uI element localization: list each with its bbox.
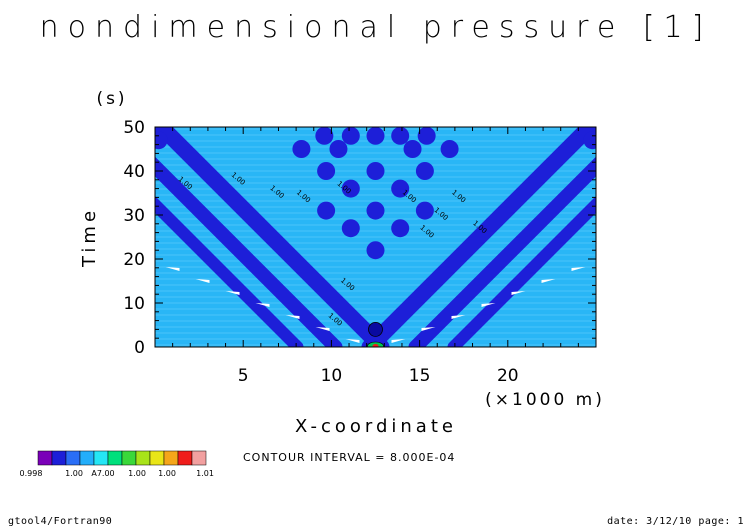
wave-blob-4 bbox=[341, 219, 360, 238]
x-axis-label: X-coordinate bbox=[295, 416, 457, 437]
footer-left: gtool4/Fortran90 bbox=[8, 516, 113, 527]
wedge-right-3 bbox=[481, 303, 496, 307]
plot-area: 1.00 1.001.00 1.001.001.001.001.001.00 1.00… bbox=[155, 127, 596, 347]
y-tick-label-1: 10 bbox=[123, 294, 145, 314]
wave-band-left-0 bbox=[155, 127, 390, 347]
wave-blob-5 bbox=[391, 219, 410, 238]
colorbar-swatch-7 bbox=[135, 450, 151, 466]
wave-blob-13 bbox=[403, 140, 422, 158]
wave-band-right-1 bbox=[408, 156, 596, 347]
y-tick-label-5: 50 bbox=[123, 118, 145, 138]
plot-frame bbox=[154, 126, 597, 348]
wedge-right-2 bbox=[451, 315, 466, 319]
wave-blob-9 bbox=[415, 201, 434, 220]
wave-blob-15 bbox=[440, 140, 459, 158]
source-marker bbox=[367, 321, 384, 347]
colorbar: 0.998 1.00 A7.00 1.00 1.00 1.01 bbox=[20, 450, 214, 478]
wave-blob-19 bbox=[417, 127, 436, 145]
wave-blobs bbox=[155, 127, 596, 260]
wave-blob-1 bbox=[366, 201, 385, 220]
lower-wedges bbox=[165, 267, 586, 343]
colorbar-swatch-0 bbox=[37, 450, 53, 466]
wedge-left-1 bbox=[315, 327, 330, 331]
colorbar-label-1: 1.00 bbox=[65, 469, 83, 478]
x-tick-label-1: 10 bbox=[321, 366, 343, 386]
colorbar-swatch-1 bbox=[51, 450, 67, 466]
colorbar-swatch-8 bbox=[149, 450, 165, 466]
wave-band-left-1 bbox=[155, 156, 343, 347]
wedge-left-3 bbox=[255, 303, 270, 307]
footer-right: date: 3/12/10 page: 1 bbox=[607, 516, 744, 527]
wedge-right-5 bbox=[541, 279, 556, 283]
colorbar-swatch-11 bbox=[191, 450, 207, 466]
y-tick-label-2: 20 bbox=[123, 250, 145, 270]
source-center bbox=[368, 321, 383, 337]
wave-blob-21 bbox=[583, 131, 596, 150]
colorbar-swatch-3 bbox=[79, 450, 95, 466]
x-tick-label-2: 15 bbox=[409, 366, 431, 386]
wave-bands bbox=[155, 127, 596, 347]
source-peak bbox=[372, 344, 379, 347]
wave-blob-0 bbox=[366, 241, 385, 260]
colorbar-label-5: 1.01 bbox=[196, 469, 214, 478]
wave-blob-3 bbox=[366, 127, 385, 145]
wave-blob-20 bbox=[155, 131, 168, 150]
wedge-right-4 bbox=[511, 291, 526, 295]
wave-blob-7 bbox=[391, 179, 410, 198]
y-axis-label: Time bbox=[79, 207, 100, 268]
y-axis: 0 10 20 30 40 50 bbox=[123, 118, 596, 358]
wedge-right-6 bbox=[571, 267, 586, 271]
wedge-left-5 bbox=[195, 279, 210, 283]
x-tick-label-3: 20 bbox=[497, 366, 519, 386]
wave-band-right-2 bbox=[447, 196, 596, 347]
colorbar-swatch-2 bbox=[65, 450, 81, 466]
chart-title: nondimensional pressure [1] bbox=[39, 10, 713, 45]
wedge-left-4 bbox=[225, 291, 240, 295]
y-tick-label-4: 40 bbox=[123, 162, 145, 182]
wave-blob-11 bbox=[415, 162, 434, 180]
colorbar-swatch-6 bbox=[121, 450, 137, 466]
colorbar-label-4: 1.00 bbox=[158, 469, 176, 478]
wedge-right-1 bbox=[421, 327, 436, 331]
wave-band-right-0 bbox=[361, 127, 596, 347]
wave-blob-10 bbox=[317, 162, 336, 180]
y-tick-label-0: 0 bbox=[134, 338, 145, 358]
wave-blob-16 bbox=[341, 127, 360, 145]
y-axis-unit: (s) bbox=[96, 89, 127, 109]
wedge-left-0 bbox=[345, 339, 360, 343]
colorbar-swatch-4 bbox=[93, 450, 109, 466]
colorbar-label-3: 1.00 bbox=[128, 469, 146, 478]
wedge-left-6 bbox=[165, 267, 180, 271]
y-tick-label-3: 30 bbox=[123, 206, 145, 226]
wave-blob-6 bbox=[341, 179, 360, 198]
wave-blob-12 bbox=[329, 140, 348, 158]
wave-blob-8 bbox=[317, 201, 336, 220]
wave-blob-17 bbox=[391, 127, 410, 145]
wedge-left-2 bbox=[285, 315, 300, 319]
colorbar-swatch-5 bbox=[107, 450, 123, 466]
x-axis-unit: (×1000 m) bbox=[485, 390, 605, 410]
contour-interval-note: CONTOUR INTERVAL = 8.000E-04 bbox=[243, 451, 456, 464]
wave-blob-14 bbox=[292, 140, 311, 158]
wedge-right-0 bbox=[391, 339, 406, 343]
colorbar-swatch-9 bbox=[163, 450, 179, 466]
colorbar-label-0: 0.998 bbox=[20, 469, 43, 478]
wave-band-left-2 bbox=[155, 196, 304, 347]
x-axis: 5 10 15 20 bbox=[172, 127, 579, 386]
colorbar-label-2: A7.00 bbox=[91, 469, 114, 478]
wave-blob-2 bbox=[366, 162, 385, 180]
colorbar-swatch-10 bbox=[177, 450, 193, 466]
x-tick-label-0: 5 bbox=[238, 366, 249, 386]
wave-blob-18 bbox=[315, 127, 334, 145]
